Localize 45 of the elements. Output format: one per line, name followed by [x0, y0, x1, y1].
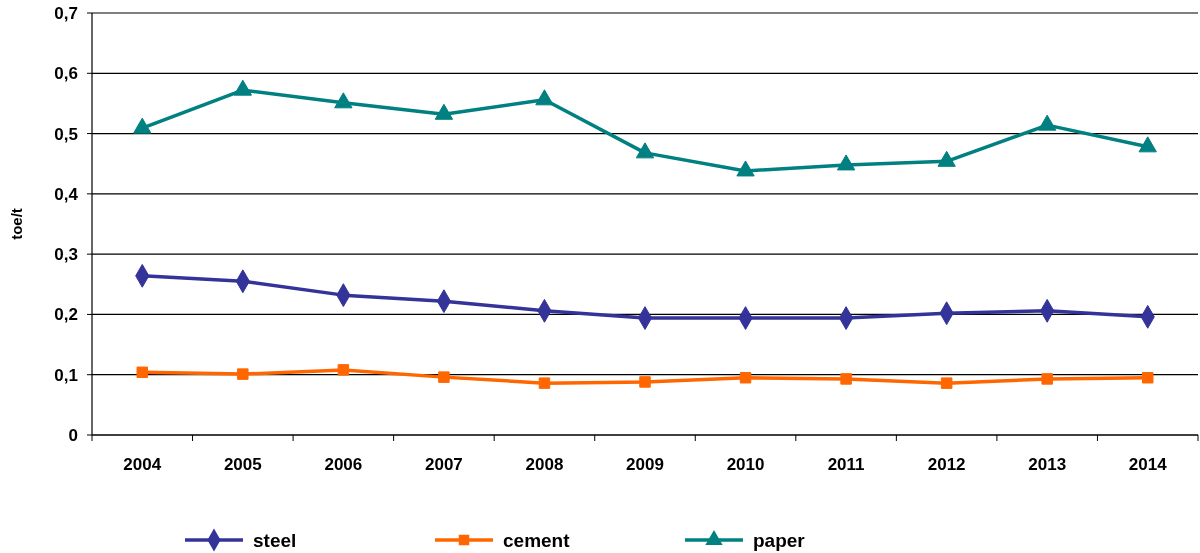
point: [639, 376, 651, 388]
legend-label: paper: [753, 529, 806, 551]
x-tick-label: 2013: [1028, 455, 1067, 474]
x-tick-label: 2009: [626, 455, 664, 474]
point: [438, 371, 450, 383]
y-tick-label: 0,6: [54, 64, 78, 84]
legend-label: steel: [253, 529, 297, 551]
legend-label: cement: [503, 529, 571, 551]
y-tick-label: 0,2: [54, 305, 78, 325]
point: [836, 154, 856, 171]
point: [739, 371, 752, 384]
point: [538, 377, 551, 389]
point: [1038, 114, 1057, 131]
y-tick-label: 0,7: [54, 3, 78, 23]
point: [136, 366, 149, 379]
y-tick-label: 0,4: [54, 184, 79, 204]
point: [1141, 371, 1154, 384]
point: [233, 79, 252, 96]
point: [337, 364, 350, 376]
y-tick-label: 0,1: [54, 365, 78, 385]
point: [133, 117, 152, 134]
y-tick-label: 0,3: [54, 245, 78, 265]
point: [940, 377, 953, 389]
x-tick-label: 2010: [726, 455, 765, 474]
point: [840, 373, 852, 385]
y-tick-label: 0,5: [54, 124, 78, 144]
point: [736, 160, 755, 177]
point: [937, 150, 956, 167]
x-tick-label: 2011: [827, 455, 865, 474]
point: [434, 103, 454, 120]
x-tick-label: 2006: [324, 455, 363, 474]
point: [334, 92, 353, 109]
x-tick-label: 2008: [525, 455, 564, 474]
y-axis-title: toe/t: [8, 208, 25, 240]
x-tick-label: 2014: [1128, 455, 1168, 474]
point: [1138, 136, 1157, 153]
point: [237, 368, 249, 380]
point: [635, 142, 655, 159]
x-tick-label: 2007: [425, 455, 463, 474]
x-tick-label: 2004: [123, 455, 162, 474]
point: [1041, 373, 1053, 385]
x-tick-label: 2012: [927, 455, 966, 474]
x-tick-label: 2005: [223, 455, 262, 474]
point: [535, 89, 554, 106]
y-tick-label: 0: [68, 425, 78, 445]
